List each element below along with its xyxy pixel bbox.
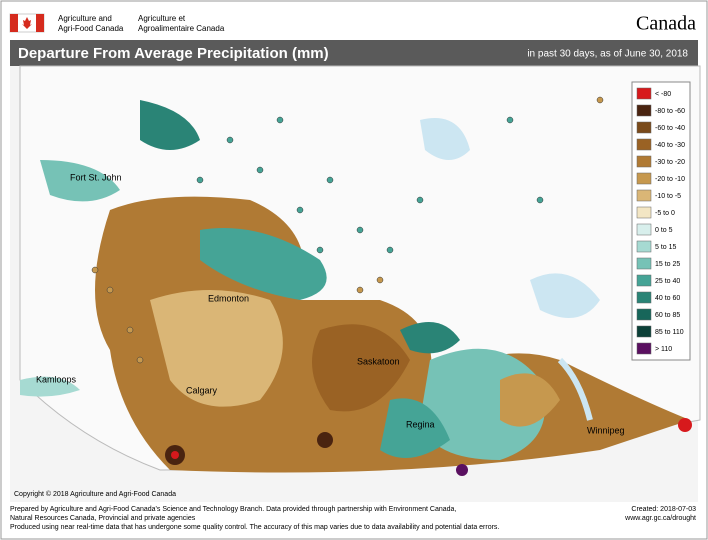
url: www.agr.gc.ca/drought: [624, 515, 696, 522]
legend-label: 15 to 25: [655, 261, 680, 268]
dept-fr: Agroalimentaire Canada: [138, 24, 225, 33]
legend-swatch: [636, 206, 652, 219]
legend-label: > 110: [655, 346, 672, 353]
legend-label: 0 to 5: [655, 227, 673, 234]
legend-swatch: [636, 325, 652, 338]
legend-swatch: [636, 104, 652, 117]
city-label: Edmonton: [208, 293, 249, 303]
map-subtitle: in past 30 days, as of June 30, 2018: [527, 49, 688, 60]
legend-swatch: [636, 189, 652, 202]
title-bar: [10, 40, 698, 66]
legend-label: 5 to 15: [655, 244, 677, 251]
legend-label: -5 to 0: [655, 210, 675, 217]
legend-label: 60 to 85: [655, 312, 680, 319]
legend-swatch: [636, 172, 652, 185]
legend-label: -60 to -40: [655, 125, 685, 132]
created: Created: 2018-07-03: [631, 506, 696, 513]
legend-label: -40 to -30: [655, 142, 685, 149]
legend-swatch: [636, 87, 652, 100]
legend-label: 85 to 110: [655, 329, 684, 336]
legend-swatch: [636, 342, 652, 355]
legend: < -80 -80 to -60 -60 to -40 -40 to -30 -30 t…: [631, 81, 691, 361]
legend-label: -30 to -20: [655, 159, 685, 166]
city-label: Calgary: [186, 385, 218, 395]
legend-label: < -80: [655, 91, 671, 98]
city-label: Winnipeg: [587, 425, 625, 435]
dept-en: Agri-Food Canada: [58, 24, 124, 33]
legend-swatch: [636, 138, 652, 151]
legend-label: -10 to -5: [655, 193, 681, 200]
legend-swatch: [636, 308, 652, 321]
wordmark: Canada: [636, 13, 696, 35]
legend-swatch: [636, 274, 652, 287]
map-title: Departure From Average Precipitation (mm…: [18, 45, 329, 62]
footer-line: Prepared by Agriculture and Agri-Food Ca…: [10, 506, 456, 513]
legend-swatch: [636, 223, 652, 236]
legend-label: 25 to 40: [655, 278, 680, 285]
dept-en: Agriculture and: [58, 14, 112, 23]
footer-line: Produced using near real-time data that …: [10, 524, 499, 531]
map: [10, 65, 701, 502]
city-label: Regina: [406, 419, 435, 429]
legend-swatch: [636, 257, 652, 270]
legend-swatch: [636, 240, 652, 253]
dept-fr: Agriculture et: [138, 14, 186, 23]
copyright: Copyright © 2018 Agriculture and Agri-Fo…: [14, 490, 176, 498]
legend-label: 40 to 60: [655, 295, 680, 302]
footer-line: Natural Resources Canada, Provincial and…: [10, 515, 196, 522]
legend-label: -80 to -60: [655, 108, 685, 115]
legend-label: -20 to -10: [655, 176, 685, 183]
city-label: Fort St. John: [70, 172, 122, 182]
flag: [9, 13, 45, 33]
city-label: Kamloops: [36, 374, 77, 384]
legend-swatch: [636, 121, 652, 134]
legend-swatch: [636, 155, 652, 168]
legend-swatch: [636, 291, 652, 304]
city-label: Saskatoon: [357, 356, 400, 366]
